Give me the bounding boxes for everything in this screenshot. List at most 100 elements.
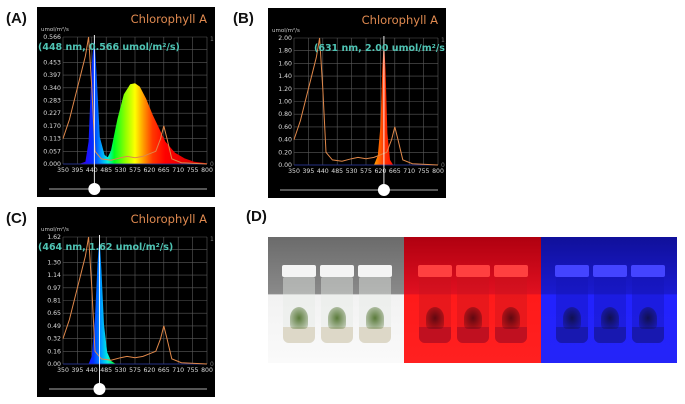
chart-panel-b: Chlorophyll A umol/m²/s 0.00 0.20 0.40 0.60 0.… (268, 8, 446, 198)
y-tick-label: 0.000 (43, 161, 61, 168)
culture-jar (418, 265, 453, 345)
x-tick-label: 620 (374, 168, 386, 175)
x-tick-label: 800 (201, 367, 213, 374)
y-tick-label: 1.60 (278, 60, 292, 67)
chlorophyll-a-absorption-curve (62, 36, 208, 165)
y-tick-label: 1.20 (278, 86, 292, 93)
right-axis-label-1: 1 (210, 36, 214, 43)
y-tick-label: 1.00 (278, 99, 292, 106)
y-tick-label: 1.14 (47, 272, 61, 279)
wavelength-slider-knob[interactable] (377, 184, 390, 196)
culture-jar (456, 265, 491, 345)
x-tick-label: 575 (129, 367, 141, 374)
y-tick-label: 0.057 (43, 148, 61, 155)
y-tick-label: 0.20 (278, 149, 292, 156)
panel-label-b: (B) (233, 10, 254, 27)
y-tick-label: 1.62 (47, 234, 61, 241)
y-tick-label: 1.40 (278, 73, 292, 80)
x-tick-label: 710 (172, 367, 184, 374)
x-tick-label: 800 (201, 167, 213, 174)
y-tick-label: 2.00 (278, 35, 292, 42)
y-tick-label: 1.80 (278, 48, 292, 55)
culture-jar (282, 265, 316, 345)
x-tick-label: 755 (187, 167, 199, 174)
x-tick-label: 665 (158, 167, 170, 174)
y-tick-label: 0.80 (278, 111, 292, 118)
y-tick-label: 0.16 (47, 348, 61, 355)
y-axis-unit-label: umol/m²/s (41, 226, 69, 233)
x-tick-label: 395 (302, 168, 314, 175)
y-tick-label: 0.566 (43, 34, 61, 41)
culture-jar (554, 265, 589, 345)
y-tick-label: 0.00 (278, 162, 292, 169)
x-tick-label: 395 (71, 367, 83, 374)
cursor-readout: (448 nm, 0.566 umol/m²/s) (38, 42, 180, 53)
x-tick-label: 800 (432, 168, 444, 175)
y-axis-unit-label: umol/m²/s (41, 26, 69, 33)
y-tick-label: 0.453 (43, 59, 61, 66)
y-tick-label: 0.340 (43, 85, 61, 92)
x-tick-label: 350 (57, 367, 69, 374)
chart-title: Chlorophyll A (362, 13, 439, 27)
panel-label-d: (D) (246, 208, 267, 225)
wavelength-slider-knob[interactable] (93, 383, 106, 395)
y-axis-unit-label: umol/m²/s (272, 27, 300, 34)
x-tick-label: 755 (187, 367, 199, 374)
spectrum-chart-a: Chlorophyll A umol/m²/s 0.000 0.057 0.113 0.1… (38, 12, 214, 195)
right-axis-label-1: 1 (441, 37, 445, 44)
y-tick-label: 0.65 (47, 310, 61, 317)
culture-jar (358, 265, 392, 345)
x-tick-label: 530 (346, 168, 358, 175)
y-tick-label: 0.170 (43, 123, 61, 130)
y-tick-label: 0.397 (43, 72, 61, 79)
led-spectrum-area (79, 37, 207, 164)
led-spectrum-area (88, 237, 116, 364)
y-tick-label: 0.283 (43, 98, 61, 105)
y-tick-label: 0.32 (47, 336, 61, 343)
right-axis-label-0: 0 (441, 162, 445, 169)
right-axis-label-1: 1 (210, 236, 214, 243)
x-tick-label: 665 (389, 168, 401, 175)
spectrum-chart-b: Chlorophyll A umol/m²/s 0.00 0.20 0.40 0.60 0.… (272, 13, 446, 196)
chart-title: Chlorophyll A (131, 12, 208, 26)
panel-label-a: (A) (6, 10, 27, 27)
x-tick-label: 620 (143, 367, 155, 374)
x-tick-label: 440 (86, 367, 98, 374)
y-tick-label: 0.00 (47, 361, 61, 368)
panel-label-c: (C) (6, 210, 27, 227)
y-tick-label: 0.81 (47, 298, 61, 305)
chart-panel-a: Chlorophyll A umol/m²/s 0.000 0.057 0.113 0.1… (37, 7, 215, 197)
photo-blue-light (540, 237, 677, 363)
x-tick-label: 620 (143, 167, 155, 174)
x-tick-label: 440 (86, 167, 98, 174)
culture-jar (592, 265, 627, 345)
y-tick-label: 0.113 (43, 136, 61, 143)
photo-white-light (268, 237, 405, 363)
culture-jar (630, 265, 665, 345)
right-axis-label-0: 0 (210, 161, 214, 168)
y-tick-label: 1.30 (47, 259, 61, 266)
y-tick-label: 0.97 (47, 285, 61, 292)
x-tick-label: 485 (331, 168, 343, 175)
wavelength-slider-knob[interactable] (88, 183, 101, 195)
x-tick-label: 710 (403, 168, 415, 175)
x-tick-label: 485 (100, 167, 112, 174)
culture-jar (320, 265, 354, 345)
x-tick-label: 395 (71, 167, 83, 174)
x-tick-label: 755 (418, 168, 430, 175)
panel-d-photos (268, 237, 677, 363)
x-tick-label: 350 (288, 168, 300, 175)
y-tick-label: 0.49 (47, 323, 61, 330)
x-tick-label: 485 (100, 367, 112, 374)
cursor-readout: (631 nm, 2.00 umol/m²/s) (314, 43, 446, 54)
chlorophyll-a-absorption-curve (293, 37, 439, 166)
x-tick-label: 665 (158, 367, 170, 374)
y-tick-label: 0.60 (278, 124, 292, 131)
photo-red-light (404, 237, 541, 363)
chart-panel-c: Chlorophyll A umol/m²/s 0.00 0.16 0.32 0.49 0.… (37, 207, 215, 397)
x-tick-label: 575 (360, 168, 372, 175)
x-tick-label: 575 (129, 167, 141, 174)
x-tick-label: 530 (115, 167, 127, 174)
culture-jar (494, 265, 529, 345)
x-tick-label: 440 (317, 168, 329, 175)
